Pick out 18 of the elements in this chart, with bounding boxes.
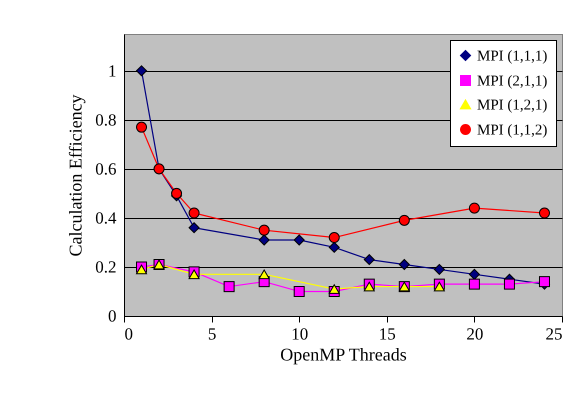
y-axis-title: Calculation Efficiency (65, 94, 86, 257)
y-tick-label: 0.6 (95, 159, 116, 178)
x-tick-label: 15 (378, 324, 396, 344)
y-tick-label: 0.2 (95, 257, 116, 276)
y-tick-label: 0.4 (95, 208, 117, 228)
y-tick-label: 0 (108, 306, 116, 326)
legend-label: MPI (1,1,1) (477, 48, 548, 64)
x-axis-title: OpenMP Threads (280, 344, 407, 364)
x-tick-label: 0 (124, 324, 133, 344)
y-tick-label: 0.8 (95, 110, 116, 130)
x-tick-label: 5 (208, 324, 216, 344)
x-tick-label: 10 (291, 324, 308, 344)
y-tick-label: 1 (108, 61, 116, 80)
x-tick-label: 20 (466, 324, 484, 344)
legend-label: MPI (1,1,2) (477, 122, 548, 138)
x-tick-label: 25 (546, 324, 562, 344)
legend-label: MPI (2,1,1) (477, 74, 548, 90)
legend-label: MPI (1,2,1) (477, 98, 548, 114)
